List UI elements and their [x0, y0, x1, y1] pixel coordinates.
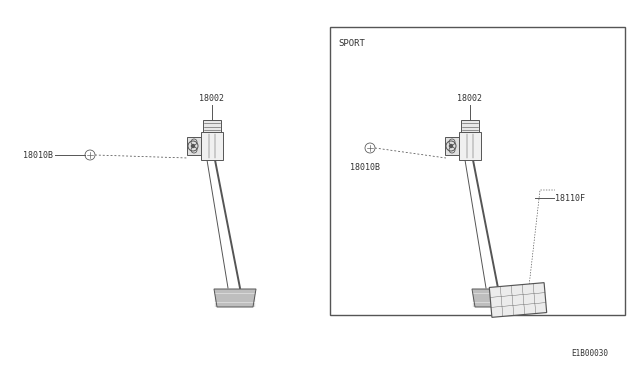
Text: 18002: 18002 — [458, 94, 483, 103]
Polygon shape — [214, 289, 256, 307]
Circle shape — [449, 144, 452, 148]
Bar — [201, 132, 223, 160]
Bar — [203, 120, 221, 132]
Text: 18010B: 18010B — [23, 151, 53, 160]
Text: 18002: 18002 — [200, 94, 225, 103]
Text: E1B00030: E1B00030 — [571, 349, 608, 358]
Bar — [459, 132, 481, 160]
Text: SPORT: SPORT — [338, 39, 365, 48]
Polygon shape — [445, 137, 459, 155]
Circle shape — [191, 144, 195, 148]
Text: 18110F: 18110F — [555, 193, 585, 202]
Polygon shape — [187, 137, 201, 155]
Bar — [330, 27, 625, 315]
Bar — [490, 283, 547, 317]
Polygon shape — [472, 289, 514, 307]
Bar — [461, 120, 479, 132]
Text: 18010B: 18010B — [350, 163, 380, 172]
